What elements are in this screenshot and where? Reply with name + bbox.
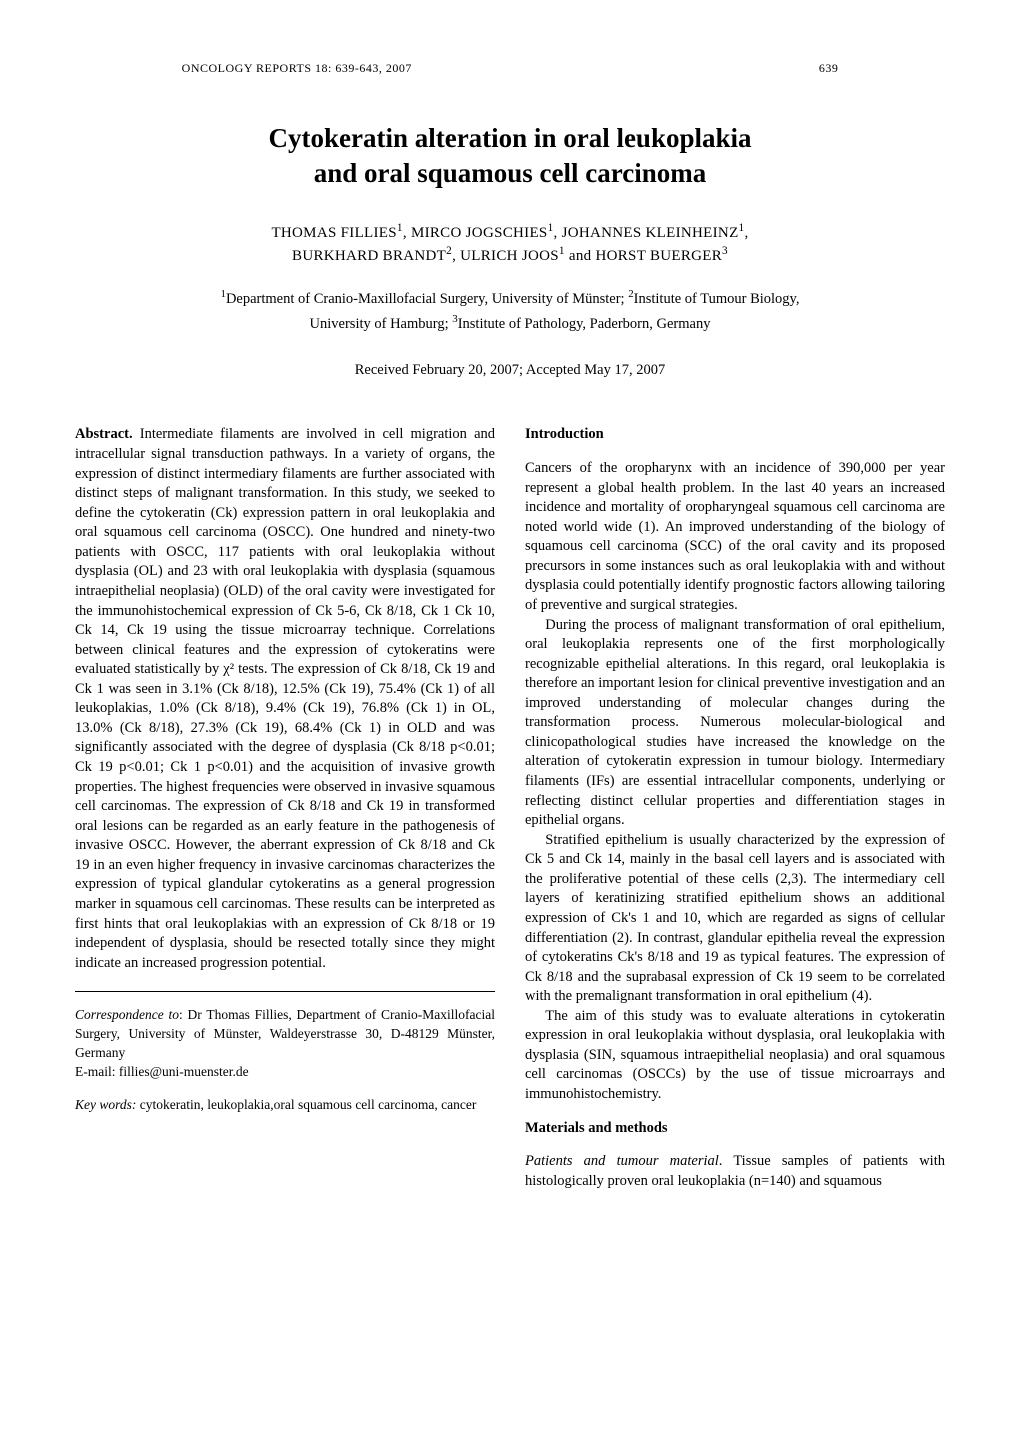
title-line-1: Cytokeratin alteration in oral leukoplak…: [268, 123, 751, 153]
correspondence: Correspondence to: Dr Thomas Fillies, De…: [75, 1006, 495, 1082]
authors: THOMAS FILLIES1, MIRCO JOGSCHIES1, JOHAN…: [75, 221, 945, 266]
abstract: Abstract. Intermediate filaments are inv…: [75, 425, 495, 973]
received-accepted: Received February 20, 2007; Accepted May…: [75, 361, 945, 381]
correspondence-email: fillies@uni-muenster.de: [119, 1064, 249, 1079]
running-head: ONCOLOGY REPORTS 18: 639-643, 2007 639: [75, 60, 945, 76]
page-number: 639: [819, 61, 839, 75]
correspondence-label: Correspondence to: [75, 1007, 179, 1022]
intro-para-3: Stratified epithelium is usually charact…: [525, 831, 945, 1007]
body-columns: Abstract. Intermediate filaments are inv…: [75, 425, 945, 1191]
mm-para-1: Patients and tumour material. Tissue sam…: [525, 1152, 945, 1191]
abstract-text: Intermediate filaments are involved in c…: [75, 426, 495, 970]
intro-para-2: During the process of malignant transfor…: [525, 616, 945, 831]
mm-subhead: Patients and tumour material: [525, 1153, 719, 1169]
keywords: Key words: cytokeratin, leukoplakia,oral…: [75, 1096, 495, 1115]
keywords-label: Key words:: [75, 1097, 136, 1112]
introduction-heading: Introduction: [525, 425, 945, 445]
intro-para-1: Cancers of the oropharynx with an incide…: [525, 459, 945, 616]
abstract-label: Abstract.: [75, 426, 133, 442]
article-title: Cytokeratin alteration in oral leukoplak…: [75, 121, 945, 191]
materials-methods-heading: Materials and methods: [525, 1119, 945, 1139]
separator-rule: [75, 991, 495, 992]
intro-para-4: The aim of this study was to evaluate al…: [525, 1007, 945, 1105]
running-head-text: ONCOLOGY REPORTS 18: 639-643, 2007: [182, 61, 412, 75]
affiliations: 1Department of Cranio-Maxillofacial Surg…: [75, 286, 945, 336]
correspondence-email-label: E-mail:: [75, 1064, 119, 1079]
keywords-text: cytokeratin, leukoplakia,oral squamous c…: [136, 1097, 476, 1112]
title-line-2: and oral squamous cell carcinoma: [314, 158, 707, 188]
